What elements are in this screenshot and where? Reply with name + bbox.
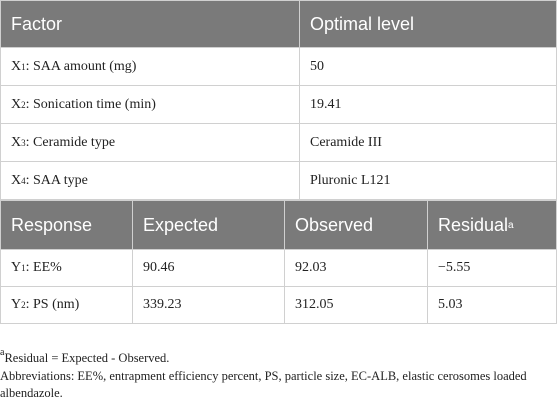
subscript: 1 [21,61,26,72]
subscript: 1 [21,263,26,273]
cell-text: 5.03 [438,297,463,312]
cell-text: 339.23 [143,297,182,312]
cell-text: : SAA amount (mg) [25,58,137,74]
table-cell: 339.23 [133,287,285,324]
subscript: 2 [21,99,26,110]
header-cell: Response [0,200,133,250]
subscript: 4 [21,175,26,186]
footnote-text: Abbreviations: EE%, entrapment efficienc… [0,369,527,400]
symbol: Y [11,260,22,275]
cell-text: : PS (nm) [25,297,80,312]
header-cell: Factor [0,0,300,48]
table-cell: 92.03 [285,250,428,287]
table-cell: 312.05 [285,287,428,324]
table-cell: −5.55 [428,250,557,287]
cell-text: : SAA type [25,172,88,188]
subscript: 3 [21,137,26,148]
header-cell: Optimal level [300,0,557,48]
cell-text: Pluronic L121 [310,172,391,188]
table-cell: 5.03 [428,287,557,324]
footnote-mark: a [0,347,5,358]
cell-text: Residual [438,214,509,235]
cell-text: 19.41 [310,96,342,112]
cell-text: : Ceramide type [25,134,116,150]
cell-text: : EE% [25,260,62,275]
footnote: aResidual = Expected - Observed. [0,344,558,367]
table-cell: Pluronic L121 [300,162,557,200]
table-cell: 19.41 [300,86,557,124]
header-cell: Residual a [428,200,557,250]
symbol: X [11,96,22,112]
symbol: Y [11,297,22,312]
cell-text: 90.46 [143,260,175,275]
subscript: 2 [21,300,26,310]
cell-text: Response [11,214,93,235]
cell-text: −5.55 [438,260,471,275]
footnote: Abbreviations: EE%, entrapment efficienc… [0,368,558,402]
cell-text: Expected [143,214,219,235]
cell-text: 312.05 [295,297,334,312]
cell-text: Optimal level [310,13,415,34]
symbol: X [11,134,22,150]
table-cell: 50 [300,48,557,86]
footnote-text: Residual = Expected - Observed. [4,351,170,365]
cell-text: 50 [310,58,324,74]
cell-text: Observed [295,214,374,235]
table-cell: 90.46 [133,250,285,287]
header-cell: Observed [285,200,428,250]
cell-text: Factor [11,13,63,34]
table-cell: Ceramide III [300,124,557,162]
cell-text: : Sonication time (min) [25,96,156,112]
symbol: X [11,172,22,188]
header-cell: Expected [133,200,285,250]
symbol: X [11,58,22,74]
superscript: a [508,219,514,231]
cell-text: Ceramide III [310,134,382,150]
cell-text: 92.03 [295,260,327,275]
